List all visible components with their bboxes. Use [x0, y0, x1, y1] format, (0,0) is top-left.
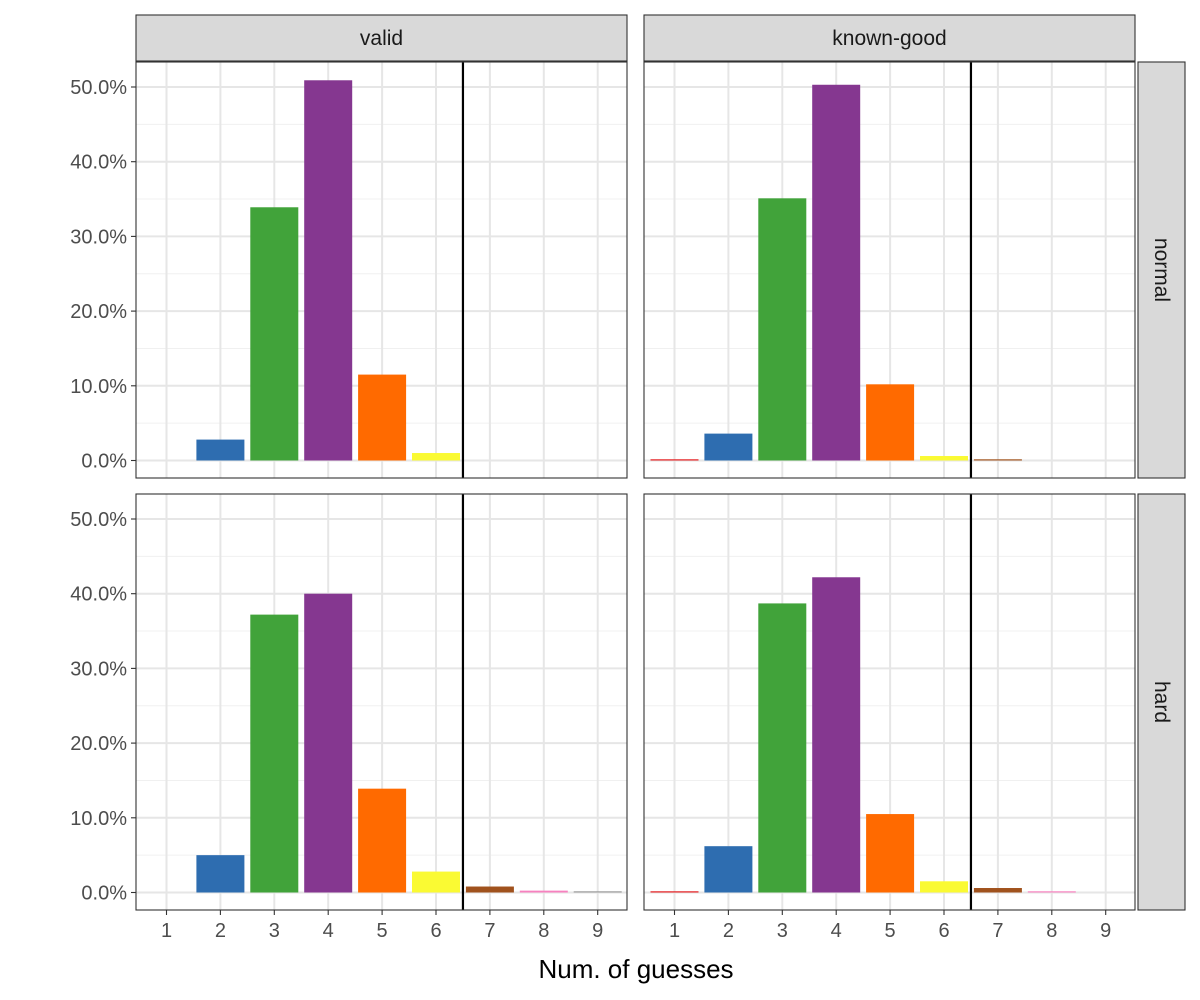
x-tick-label: 1	[669, 920, 680, 942]
panel-known-good-normal	[643, 61, 1136, 479]
bar-guess-9	[573, 891, 622, 893]
strip-label-valid: valid	[360, 27, 403, 50]
panel-valid-hard: 0.0% 10.0% 20.0% 30.0% 40.0% 50.0% 1 2 3 4 5 6 7 8 9	[70, 493, 628, 942]
y-tick-label: 50.0%	[70, 77, 127, 99]
bar-guess-6	[412, 453, 460, 461]
x-tick-label: 9	[1100, 920, 1111, 942]
x-tick-label: 5	[885, 920, 896, 942]
bar-guess-4	[304, 80, 353, 461]
y-tick-label: 40.0%	[70, 584, 127, 606]
x-tick-label: 5	[377, 920, 388, 942]
bar-guess-4	[812, 84, 861, 461]
x-tick-label: 7	[484, 920, 495, 942]
strip-valid-bg	[135, 14, 628, 62]
bar-guess-7	[973, 459, 1022, 461]
x-tick-label: 1	[161, 920, 172, 942]
bar-guess-4	[304, 593, 353, 893]
y-tick-label: 10.0%	[70, 376, 127, 398]
panel-known-good-hard: 1 2 3 4 5 6 7 8 9	[643, 493, 1136, 942]
y-tick-label: 10.0%	[70, 808, 127, 830]
x-tick-label: 9	[592, 920, 603, 942]
y-tick-label: 20.0%	[70, 733, 127, 755]
y-tick-label: 0.0%	[81, 451, 127, 473]
bar-guess-2	[196, 855, 245, 893]
bar-guess-5	[358, 788, 407, 893]
x-tick-label: 4	[323, 920, 334, 942]
bar-guess-5	[866, 384, 915, 461]
panel-border	[135, 493, 628, 911]
bar-guess-7	[973, 888, 1022, 893]
y-tick-label: 40.0%	[70, 152, 127, 174]
bar-guess-4	[812, 577, 861, 893]
x-tick-label: 2	[723, 920, 734, 942]
bar-guess-2	[704, 433, 753, 461]
panel-border	[643, 493, 1136, 911]
strip-label-normal: normal	[1150, 238, 1173, 302]
panel-border	[643, 61, 1136, 479]
bar-guess-7	[465, 886, 514, 893]
bar-guess-6	[920, 881, 968, 893]
bar-guess-1	[650, 891, 699, 893]
bar-guess-3	[758, 198, 807, 461]
x-tick-label: 3	[269, 920, 280, 942]
bar-guess-6	[920, 456, 968, 461]
bar-guess-3	[250, 614, 299, 893]
bar-guess-1	[650, 459, 699, 461]
y-tick-label: 0.0%	[81, 883, 127, 905]
y-tick-label: 20.0%	[70, 301, 127, 323]
bar-guess-3	[250, 207, 299, 461]
panel-valid-normal: 0.0% 10.0% 20.0% 30.0% 40.0% 50.0%	[70, 61, 628, 479]
bar-guess-6	[412, 871, 460, 893]
x-tick-label: 7	[992, 920, 1003, 942]
x-tick-label: 4	[831, 920, 842, 942]
bar-guess-2	[704, 846, 753, 893]
y-tick-label: 30.0%	[70, 658, 127, 680]
bar-guess-8	[1027, 891, 1076, 893]
strip-label-known-good: known-good	[832, 27, 946, 50]
strip-known-good-bg	[643, 14, 1136, 62]
panel-border	[135, 61, 628, 479]
x-axis-title: Num. of guesses	[538, 954, 733, 984]
strip-hard-bg	[1137, 493, 1186, 911]
x-tick-label: 6	[430, 920, 441, 942]
y-tick-label: 30.0%	[70, 226, 127, 248]
strip-label-hard: hard	[1150, 681, 1173, 723]
bar-guess-2	[196, 439, 245, 461]
x-tick-label: 8	[538, 920, 549, 942]
y-tick-label: 50.0%	[70, 509, 127, 531]
x-tick-label: 8	[1046, 920, 1057, 942]
bar-guess-8	[519, 890, 568, 893]
strip-normal-bg	[1137, 61, 1186, 479]
x-tick-label: 6	[938, 920, 949, 942]
bar-guess-5	[358, 374, 407, 461]
x-tick-label: 3	[777, 920, 788, 942]
x-tick-label: 2	[215, 920, 226, 942]
bar-guess-3	[758, 603, 807, 893]
bar-guess-5	[866, 814, 915, 893]
